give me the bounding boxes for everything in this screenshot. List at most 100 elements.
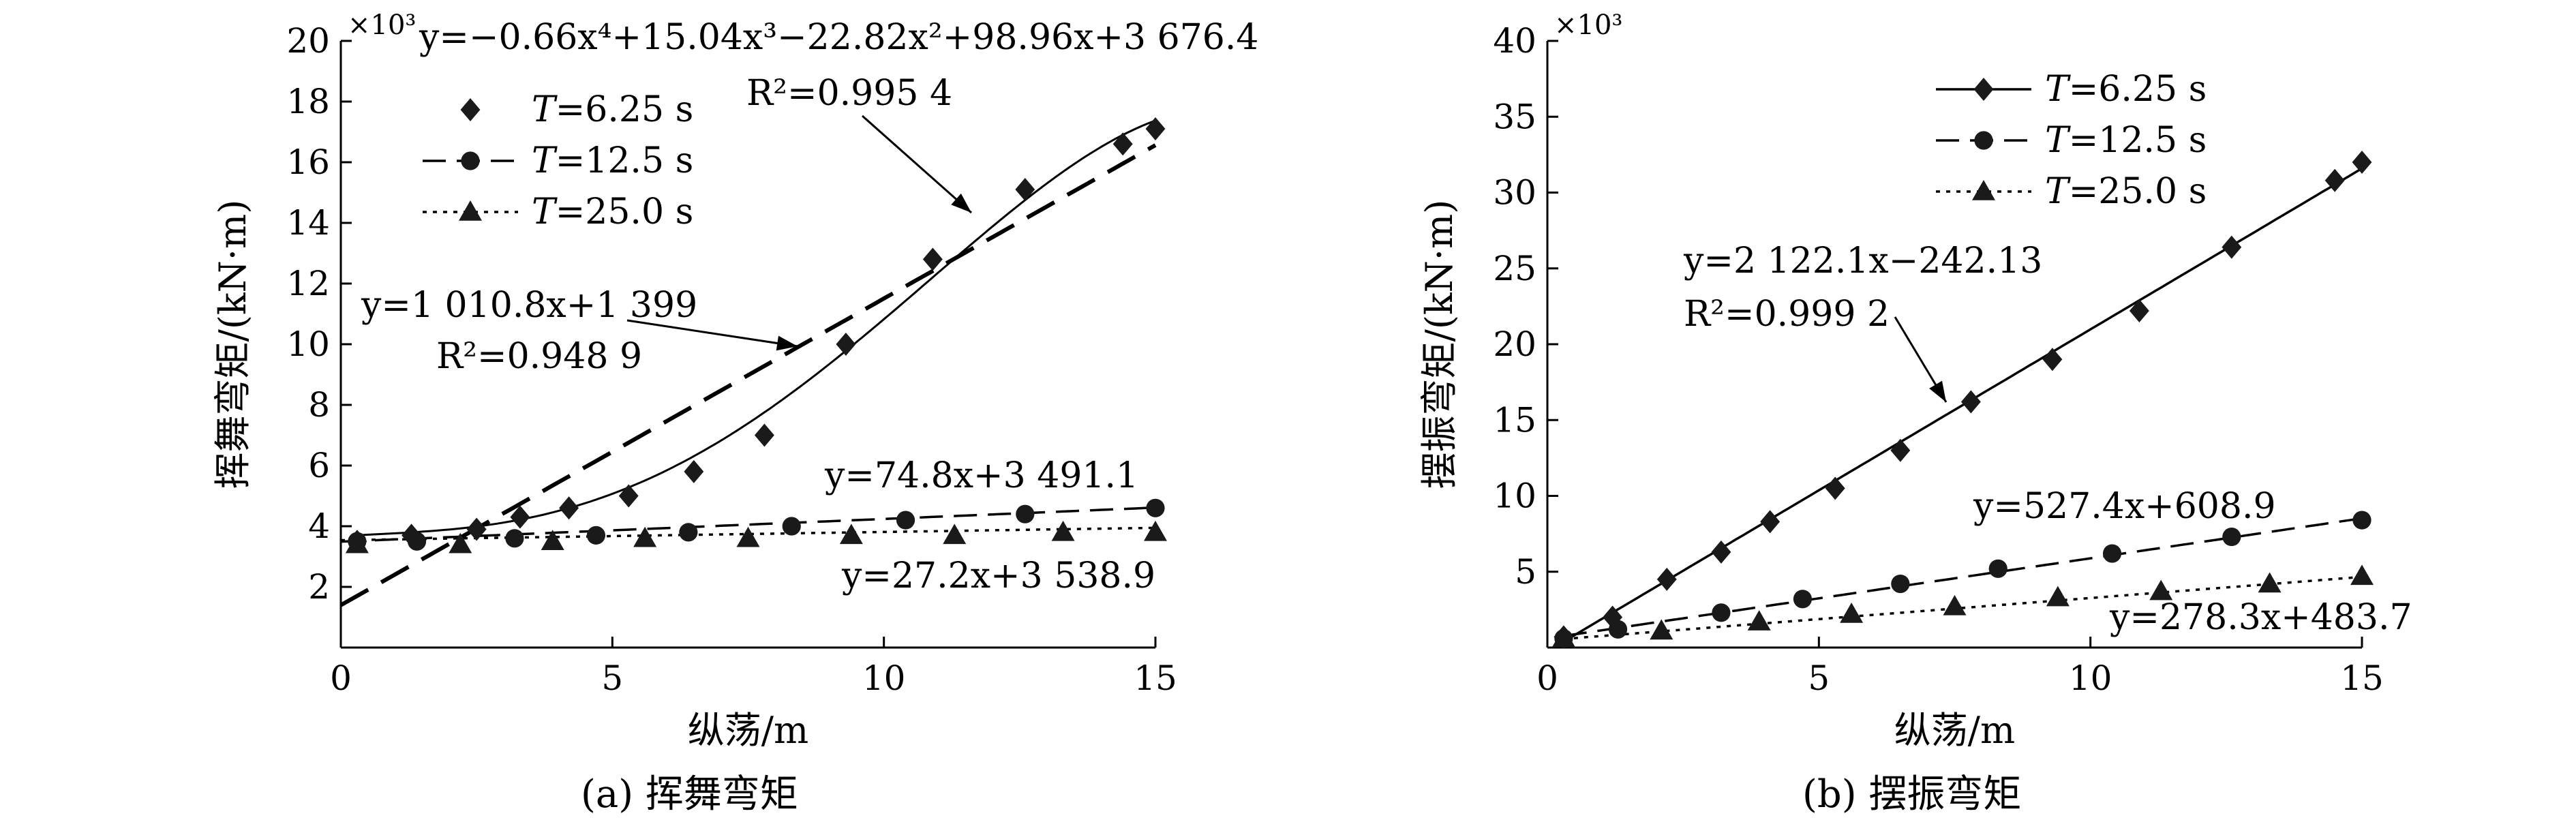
point-triangle (449, 532, 472, 553)
point-circle (505, 529, 524, 548)
y-tick-label: 12 (286, 264, 330, 303)
legend-marker-triangle (1972, 180, 1995, 200)
chart-panel-b: 0 5 10 15 5 10 15 20 25 30 35 40 ×10³ 纵荡/m 摆振弯矩/(kN·m)… (1418, 10, 2412, 752)
x-axis-label: 纵荡/m (688, 709, 808, 752)
point-circle (2102, 544, 2122, 563)
point-triangle (1840, 603, 1864, 623)
legend-marker-circle (1974, 131, 1993, 150)
y-multiplier: ×10³ (1554, 10, 1622, 41)
y-multiplier: ×10³ (348, 10, 416, 41)
x-tick-label: 10 (862, 658, 906, 698)
point-diamond (1890, 438, 1911, 462)
point-triangle (2046, 586, 2070, 607)
point-triangle (2149, 579, 2173, 601)
fit-equation: y=278.3x+483.7 (2109, 597, 2412, 638)
point-diamond (2352, 151, 2372, 174)
y-tick-label: 16 (286, 142, 330, 182)
point-circle (2222, 527, 2241, 547)
point-diamond (510, 505, 530, 529)
point-diamond (754, 423, 774, 447)
annotation-arrow (862, 115, 972, 214)
legend-marker-circle (461, 151, 480, 170)
point-triangle (633, 526, 657, 547)
point-triangle (943, 523, 967, 545)
caption-a: (a) 挥舞弯矩 (581, 772, 798, 817)
point-diamond (922, 247, 943, 271)
point-diamond (2222, 235, 2242, 259)
y-axis-label: 摆振弯矩/(kN·m) (1418, 200, 1461, 489)
legend-label: T=6.25 s (2045, 69, 2207, 110)
x-axis-label: 纵荡/m (1894, 709, 2015, 752)
y-tick-label: 20 (1493, 324, 1536, 364)
annotation-arrowhead (776, 335, 798, 351)
point-triangle (1051, 520, 1075, 541)
fit-equation: y=527.4x+608.9 (1973, 486, 2276, 527)
chart-panel-a: 0 5 10 15 2 4 6 8 10 12 14 16 18 20 ×10³ 纵荡/m 挥舞弯矩/(kN·m… (211, 10, 1259, 752)
x-tick-label: 5 (1808, 658, 1830, 698)
point-diamond (1015, 178, 1035, 202)
point-diamond (1112, 132, 1133, 156)
x-tick-label: 15 (1134, 658, 1177, 698)
point-diamond (1145, 117, 1166, 141)
y-tick-label: 25 (1493, 249, 1536, 288)
fit-equation: y=2 122.1x−242.13 (1683, 241, 2042, 282)
point-diamond (2129, 299, 2149, 323)
fit-equation: y=27.2x+3 538.9 (841, 556, 1155, 596)
point-circle (1793, 590, 1813, 609)
legend-label: T=12.5 s (532, 140, 693, 181)
point-circle (1608, 620, 1628, 639)
point-diamond (1711, 540, 1731, 564)
point-triangle (1144, 520, 1167, 541)
legend-label: T=12.5 s (2045, 120, 2207, 161)
point-triangle (541, 530, 564, 550)
y-tick-label: 6 (308, 446, 330, 485)
y-tick-label: 10 (286, 324, 330, 364)
point-circle (2352, 511, 2372, 530)
legend-label-value: =12.5 s (556, 140, 694, 181)
point-diamond (559, 496, 579, 520)
fit-line-linear (1563, 575, 2363, 641)
point-circle (1146, 498, 1165, 517)
y-tick-label: 2 (308, 567, 330, 607)
y-tick-label: 15 (1493, 400, 1536, 440)
fit-r-squared: R²=0.999 2 (1684, 294, 1890, 335)
point-diamond (2042, 348, 2063, 371)
point-diamond (836, 333, 856, 356)
legend-marker-diamond (460, 98, 481, 121)
point-circle (679, 523, 698, 542)
y-tick-label: 5 (1515, 552, 1536, 592)
legend-label-value: =12.5 s (2069, 120, 2207, 161)
y-tick-label: 30 (1493, 173, 1536, 213)
point-diamond (2324, 168, 2345, 192)
point-triangle (736, 526, 760, 547)
y-tick-label: 4 (308, 506, 330, 546)
point-circle (782, 517, 801, 536)
y-tick-label: 20 (286, 21, 330, 61)
fit-equation: y=−0.66x⁴+15.04x³−22.82x²+98.96x+3 676.4 (419, 17, 1259, 58)
legend-label-value: =25.0 s (2069, 171, 2207, 212)
legend-label-value: =25.0 s (556, 192, 694, 232)
legend-label-value: =6.25 s (556, 89, 694, 130)
point-diamond (618, 484, 639, 508)
x-tick-label: 0 (330, 658, 352, 698)
point-triangle (1650, 619, 1673, 640)
y-tick-label: 10 (1493, 476, 1536, 516)
point-circle (407, 532, 427, 551)
fit-line-poly (357, 119, 1156, 536)
point-circle (1891, 574, 1910, 594)
point-circle (586, 526, 606, 545)
fit-r-squared: R²=0.948 9 (436, 336, 642, 377)
point-diamond (466, 517, 487, 541)
legend-marker-diamond (1973, 78, 1994, 101)
legend-label: T=25.0 s (2045, 171, 2207, 212)
point-diamond (1960, 390, 1981, 414)
point-triangle (2258, 572, 2282, 593)
point-triangle (1943, 594, 1967, 616)
annotation-arrowhead (1929, 380, 1946, 402)
point-diamond (1825, 476, 1845, 500)
y-tick-label: 40 (1493, 21, 1536, 61)
fit-equation: y=1 010.8x+1 399 (361, 285, 697, 326)
point-triangle (2350, 564, 2374, 586)
y-tick-label: 8 (308, 385, 330, 425)
